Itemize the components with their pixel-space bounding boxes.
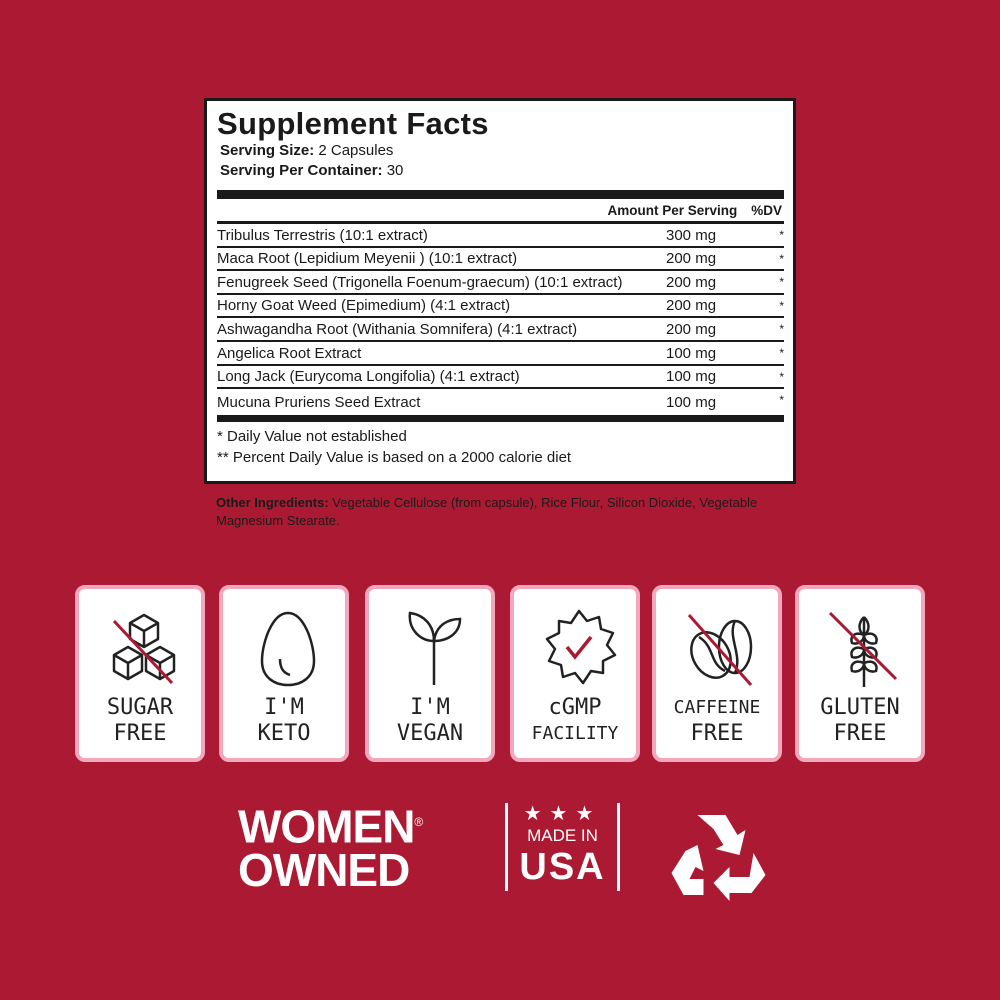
ingredient-amount: 100 mg (666, 393, 717, 411)
women-text: WOMEN (238, 800, 415, 853)
amount-header: Amount Per Serving (607, 202, 738, 218)
wheat-crossed-icon (828, 611, 898, 687)
ingredient-dv: * (779, 393, 784, 408)
ingredient-row: Maca Root (Lepidium Meyenii ) (10:1 extr… (217, 248, 784, 272)
servings-value: 30 (382, 162, 404, 179)
ingredient-amount: 200 mg (666, 250, 717, 268)
other-ingredients-label: Other Ingredients: (216, 495, 329, 510)
ingredient-dv: * (779, 251, 784, 266)
ingredient-amount: 200 mg (666, 273, 717, 291)
footnote-daily-value: * Daily Value not established (217, 427, 407, 445)
supplement-facts-panel: Supplement Facts Serving Size: 2 Capsule… (204, 98, 796, 484)
ingredient-row: Ashwagandha Root (Withania Somnifera) (4… (217, 318, 784, 342)
ingredient-row: Mucuna Pruriens Seed Extract 100 mg * (217, 389, 784, 413)
badge-line2: FACILITY (531, 723, 619, 744)
title: Supplement Facts (217, 106, 489, 141)
dv-header: %DV (751, 202, 782, 218)
women-owned-logo: WOMEN® OWNED (238, 800, 423, 897)
badge-im-vegan: I'M VEGAN (365, 585, 495, 762)
ingredient-amount: 200 mg (666, 297, 717, 315)
ingredient-row: Long Jack (Eurycoma Longifolia) (4:1 ext… (217, 366, 784, 390)
footnotes: * Daily Value not established ** Percent… (217, 426, 784, 468)
ingredient-name: Ashwagandha Root (Withania Somnifera) (4… (217, 320, 578, 338)
ingredient-row: Horny Goat Weed (Epimedium) (4:1 extract… (217, 295, 784, 319)
badge-label: CAFFEINE FREE (656, 695, 778, 747)
ingredient-name: Long Jack (Eurycoma Longifolia) (4:1 ext… (217, 368, 520, 386)
check-seal-icon (545, 609, 617, 685)
other-ingredients: Other Ingredients: Vegetable Cellulose (… (216, 494, 796, 530)
ingredient-row: Fenugreek Seed (Trigonella Foenum-graecu… (217, 271, 784, 295)
badge-label: cGMP FACILITY (514, 695, 636, 747)
ingredient-dv: * (779, 298, 784, 313)
ingredient-amount: 100 mg (666, 344, 717, 362)
badge-line2: FREE (833, 721, 887, 746)
servings-per-container: Serving Per Container: 30 (217, 161, 784, 181)
stars-icon: ★★★ (523, 803, 602, 825)
badge-line2: VEGAN (396, 721, 464, 746)
badge-line2: KETO (257, 721, 311, 746)
badge-line1: cGMP (548, 695, 602, 720)
badge-label: I'M KETO (223, 695, 345, 747)
serving-size-value: 2 Capsules (314, 142, 394, 159)
badge-label: SUGAR FREE (79, 695, 201, 747)
ingredient-amount: 100 mg (666, 368, 717, 386)
ingredient-dv: * (779, 322, 784, 337)
ingredient-dv: * (779, 345, 784, 360)
badge-line1: CAFFEINE (673, 697, 761, 718)
sugar-cubes-crossed-icon (112, 613, 176, 685)
servings-label: Serving Per Container: (220, 162, 383, 179)
recycle-icon (671, 815, 766, 901)
badge-line1: I'M (264, 695, 304, 720)
serving-size-label: Serving Size: (220, 142, 315, 159)
badge-label: GLUTEN FREE (799, 695, 921, 747)
badge-line2: FREE (690, 721, 744, 746)
badge-line1: GLUTEN (820, 695, 900, 720)
registered-mark: ® (414, 815, 423, 829)
badge-line1: I'M (410, 695, 450, 720)
table-header: Amount Per Serving %DV (217, 199, 784, 221)
ingredient-name: Tribulus Terrestris (10:1 extract) (217, 226, 428, 244)
ingredient-name: Maca Root (Lepidium Meyenii ) (10:1 extr… (217, 250, 518, 268)
made-in-text: MADE IN (527, 826, 598, 845)
ingredient-row: Angelica Root Extract 100 mg * (217, 342, 784, 366)
egg-icon (260, 611, 316, 687)
made-in-usa-logo: ★★★ MADE IN USA (505, 803, 620, 891)
ingredient-row: Tribulus Terrestris (10:1 extract) 300 mg… (217, 224, 784, 248)
ingredient-table: Tribulus Terrestris (10:1 extract) 300 mg… (217, 224, 784, 413)
badge-gluten-free: GLUTEN FREE (795, 585, 925, 762)
serving-size: Serving Size: 2 Capsules (217, 141, 784, 161)
coffee-bean-crossed-icon (687, 614, 753, 686)
sprout-icon (408, 611, 462, 685)
usa-text: USA (519, 846, 606, 888)
owned-text: OWNED (238, 844, 410, 897)
divider (217, 414, 784, 422)
badge-cgmp-facility: cGMP FACILITY (510, 585, 640, 762)
ingredient-dv: * (779, 369, 784, 384)
badge-im-keto: I'M KETO (219, 585, 349, 762)
divider (217, 221, 784, 224)
divider (217, 190, 784, 199)
ingredient-name: Mucuna Pruriens Seed Extract (217, 393, 421, 411)
badge-line1: SUGAR (106, 695, 174, 720)
ingredient-name: Angelica Root Extract (217, 344, 362, 362)
footnote-calorie-diet: ** Percent Daily Value is based on a 200… (217, 448, 572, 466)
badge-label: I'M VEGAN (369, 695, 491, 747)
badge-caffeine-free: CAFFEINE FREE (652, 585, 782, 762)
badge-line2: FREE (113, 721, 167, 746)
badge-sugar-free: SUGAR FREE (75, 585, 205, 762)
ingredient-amount: 200 mg (666, 320, 717, 338)
ingredient-dv: * (779, 275, 784, 290)
ingredient-amount: 300 mg (666, 226, 717, 244)
ingredient-name: Horny Goat Weed (Epimedium) (4:1 extract… (217, 297, 511, 315)
ingredient-name: Fenugreek Seed (Trigonella Foenum-graecu… (217, 273, 623, 291)
ingredient-dv: * (779, 228, 784, 242)
other-ingredients-text: Vegetable Cellulose (from capsule), Rice… (216, 495, 758, 528)
